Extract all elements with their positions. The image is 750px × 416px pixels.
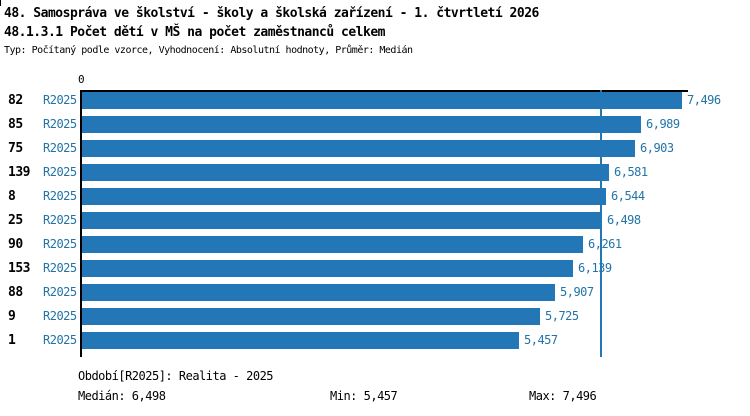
row-category-label: 90 — [8, 237, 23, 252]
bar-value-label: 5,725 — [545, 309, 579, 323]
bar[interactable] — [82, 164, 609, 181]
bar-value-label: 6,581 — [614, 165, 648, 179]
bar[interactable] — [82, 116, 641, 133]
bar-value-label: 5,457 — [524, 333, 558, 347]
row-category-label: 9 — [8, 309, 16, 324]
bar-chart: 0 82 R2025 7,496 85 R2025 6,989 75 R2025 6,903 13… — [0, 0, 750, 357]
row-period-label: R2025 — [43, 165, 77, 179]
row-category-label: 82 — [8, 93, 23, 108]
bar-value-label: 7,496 — [687, 93, 721, 107]
row-period-label: R2025 — [43, 141, 77, 155]
row-period-label: R2025 — [43, 189, 77, 203]
bar-value-label: 6,139 — [578, 261, 612, 275]
row-category-label: 75 — [8, 141, 23, 156]
row-category-label: 8 — [8, 189, 16, 204]
bar-value-label: 6,498 — [607, 213, 641, 227]
bar[interactable] — [82, 236, 583, 253]
bar-value-label: 6,544 — [611, 189, 645, 203]
bar-value-label: 6,903 — [640, 141, 674, 155]
bar[interactable] — [82, 92, 682, 109]
bar[interactable] — [82, 284, 555, 301]
row-category-label: 139 — [8, 165, 30, 180]
x-axis-tick-mark — [0, 0, 1, 6]
footer-min-label: Min: 5,457 — [330, 389, 398, 403]
bar[interactable] — [82, 332, 519, 349]
row-period-label: R2025 — [43, 117, 77, 131]
footer-period-label: Období[R2025]: Realita - 2025 — [78, 369, 274, 383]
row-category-label: 1 — [8, 333, 16, 348]
row-period-label: R2025 — [43, 261, 77, 275]
x-axis-tick-zero: 0 — [77, 73, 85, 86]
bar[interactable] — [82, 308, 540, 325]
footer-max-label: Max: 7,496 — [529, 389, 597, 403]
row-category-label: 88 — [8, 285, 23, 300]
report-title: 48. Samospráva ve školství - školy a ško… — [4, 6, 539, 21]
report-meta: Typ: Počítaný podle vzorce, Vyhodnocení:… — [4, 45, 413, 56]
bar[interactable] — [82, 212, 602, 229]
bar-value-label: 6,261 — [588, 237, 622, 251]
row-period-label: R2025 — [43, 309, 77, 323]
row-period-label: R2025 — [43, 237, 77, 251]
row-period-label: R2025 — [43, 93, 77, 107]
bar[interactable] — [82, 140, 635, 157]
row-period-label: R2025 — [43, 333, 77, 347]
y-axis-line — [80, 90, 82, 357]
footer-median-label: Medián: 6,498 — [78, 389, 166, 403]
row-category-label: 25 — [8, 213, 23, 228]
bar[interactable] — [82, 260, 573, 277]
row-category-label: 85 — [8, 117, 23, 132]
x-axis-line — [80, 90, 688, 92]
bar[interactable] — [82, 188, 606, 205]
bar-value-label: 6,989 — [646, 117, 680, 131]
bar-value-label: 5,907 — [560, 285, 594, 299]
row-category-label: 153 — [8, 261, 30, 276]
row-period-label: R2025 — [43, 285, 77, 299]
report-subtitle: 48.1.3.1 Počet dětí v MŠ na počet zaměst… — [4, 25, 386, 40]
row-period-label: R2025 — [43, 213, 77, 227]
